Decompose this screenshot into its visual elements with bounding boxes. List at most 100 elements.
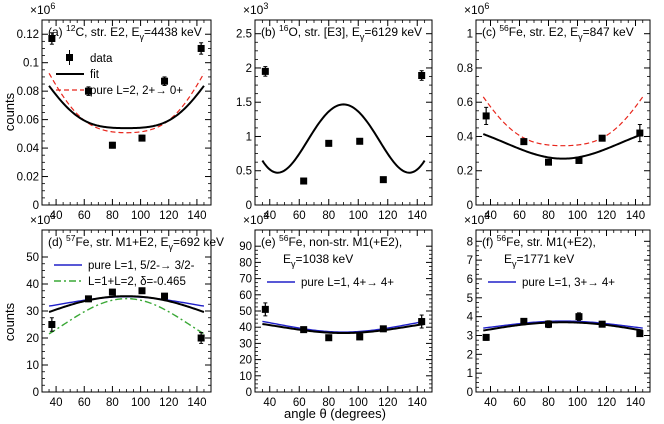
legend-entry: pure L=1, 4+→ 4+ [267,277,394,289]
y-tick-label: 0.04 [17,143,40,155]
panel-title-energy: =1038 keV [296,252,354,266]
y-tick-label: 5 [467,293,473,305]
y-tick-label: 2 [246,63,252,75]
panel-title-energy: =692 keV [173,235,224,249]
panel-title-line2: Eγ=1038 keV [283,252,353,269]
x-tick-label: 100 [568,210,587,222]
panel-c: 40 60 80 100 120 140 0 0.2 0.4 0.6 0.8 1 ×106 (c) 56F… [457,1,651,222]
x-tick-label: 40 [484,397,497,409]
y-tick-label: 0 [246,200,252,212]
x-tick-label: 100 [131,397,150,409]
panel-title-energy-symbol: E [283,252,291,266]
x-tick-label: 60 [78,397,91,409]
x-tick-label: 120 [159,397,178,409]
panels: 40 60 80 100 120 14000.020.040.060.080.10.12×… [17,1,651,409]
data-point [48,35,56,42]
y-tick-label: 0.4 [457,131,474,143]
panel-title: (b) 16O, str. [E3], Eγ=6129 keV [261,23,422,42]
x-tick-label: 60 [513,210,526,222]
y-tick-label: 0.5 [236,166,252,178]
pure-multipole-curve [482,96,644,147]
data-point [300,326,308,334]
x-tick-label: 140 [626,210,645,222]
fit-curve [483,321,643,332]
data-point [598,134,606,142]
panel-title-gamma-subscript: γ [360,32,365,42]
x-tick-label: 80 [542,397,555,409]
legend: pure L=1, 3+→ 4+ [488,277,615,289]
panel-title-isotope-mass: 16 [279,23,289,33]
legend-label: pure L=2, 2+→ 0+ [90,85,183,97]
panel-e: 40 60 80 100 120 140 0 10 20 30 40 50 60 70 80 90 ×103 (e… [239,211,433,409]
y-tick-label: 80 [239,257,252,269]
legend-entry: L=1+L=2, δ=-0.465 [54,276,186,288]
axis-exponent-label: ×103 [243,1,268,17]
x-tick-label: 140 [187,210,206,222]
axis-exponent-power: 3 [263,211,268,221]
legend-label: pure L=1, 3+→ 4+ [522,277,615,289]
y-tick-label: 30 [239,338,252,350]
data-point [108,288,116,296]
fit-curve [48,85,205,130]
x-tick-label: 120 [378,397,397,409]
x-tick-label: 100 [568,397,587,409]
pure-multipole-curve [48,72,205,134]
panel-title-energy: =847 keV [583,25,634,39]
legend-label: fit [90,69,100,81]
y-tick-label: 2 [467,349,473,361]
panel-title-line2: Eγ=1771 keV [504,252,574,269]
panel-title-energy: =6129 keV [364,25,422,39]
data-point [379,176,387,184]
legend-entry: data [66,50,113,65]
legend-entry: pure L=1, 3+→ 4+ [488,277,615,289]
x-tick-label: 100 [131,210,150,222]
y-tick-label: 0 [246,387,252,399]
panel-title-main: Fe, str. E2, E [509,25,578,39]
axis-exponent-power: 6 [50,1,55,11]
y-tick-label: 60 [239,290,252,302]
data-point [161,77,169,85]
legend: pure L=1, 4+→ 4+ [267,277,394,289]
panel-title: (a) 12C, str. E2, Eγ=4438 keV [48,23,202,42]
data-point [598,320,606,328]
panel-title-main: Fe, str. M1(+E2), [506,235,596,249]
data-point [138,287,146,295]
y-tick-label: 3 [467,330,473,342]
x-tick-label: 80 [322,397,335,409]
fit-curve [48,295,205,313]
panel-title-gamma-subscript: γ [578,32,583,42]
plot-frame [475,19,651,206]
y-tick-label: 1.5 [236,97,252,109]
x-tick-label: 40 [263,397,276,409]
panel-title-main: O, str. [E3], E [288,25,359,39]
y-tick-label: 0.02 [17,172,39,184]
y-tick-label: 20 [26,333,39,345]
y-tick-label: 1 [246,131,252,143]
legend-label: data [90,53,113,65]
data-point [325,334,333,342]
axis-exponent-label: ×103 [464,211,489,227]
panel-title-prefix: (d) [48,235,66,249]
y-tick-label: 10 [239,371,252,383]
x-tick-label: 140 [408,210,427,222]
x-tick-label: 80 [542,210,555,222]
x-tick-label: 120 [159,210,178,222]
legend-label: pure L=1, 5/2-→ 3/2- [88,260,195,272]
data-point [161,292,169,300]
data-point [48,321,56,328]
plot-frame [254,19,433,206]
panel-d: 40 60 80 100 120 140 0 10 20 30 40 50 ×103 (d) 57Fe, … [26,211,224,409]
data-point [356,137,364,145]
panel-title-isotope-mass: 56 [279,233,289,243]
panel-title-energy: =4438 keV [144,25,202,39]
panel-title-prefix: (e) [261,235,279,249]
x-tick-label: 120 [597,210,616,222]
data-point [545,158,552,166]
legend: data fit pure L=2, 2+→ 0+ [56,50,183,97]
data-point [482,112,490,120]
axis-exponent-label: ×106 [30,1,55,17]
x-tick-label: 60 [293,397,306,409]
axis-exponent-label: ×106 [464,1,489,17]
y-tick-label: 0.6 [457,97,473,109]
